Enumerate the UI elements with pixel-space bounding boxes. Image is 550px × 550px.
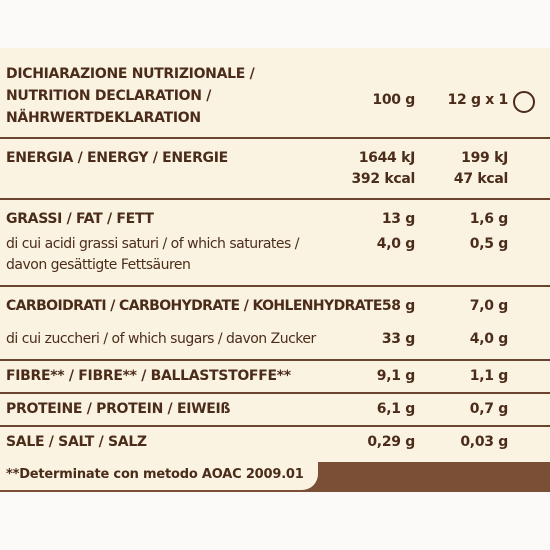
row-fat-label: GRASSI / FAT / FETT: [6, 211, 154, 227]
row-salt-100g: 0,29 g: [367, 434, 415, 450]
row-fat-100g: 13 g: [381, 211, 415, 227]
row-saturates-label-1: di cui acidi grassi saturi / of which sa…: [6, 236, 300, 252]
row-carbohydrate-portion: 7,0 g: [469, 298, 509, 314]
row-energy-portion-kj: 199 kJ: [461, 150, 508, 166]
title-line-2: NUTRITION DECLARATION /: [6, 88, 212, 104]
separator-line: [0, 137, 550, 139]
row-sugars-portion: 4,0 g: [469, 331, 509, 347]
row-saturates-label-2: davon gesättigte Fettsäuren: [6, 257, 191, 273]
row-protein-label: PROTEINE / PROTEIN / EIWEIß: [6, 401, 231, 417]
row-fibre-portion: 1,1 g: [469, 368, 509, 384]
column-header-portion: 12 g x 1: [447, 92, 509, 108]
separator-line: [0, 285, 550, 287]
portion-circle-icon: [513, 91, 535, 113]
separator-line: [0, 359, 550, 361]
row-energy-100g-kj: 1644 kJ: [358, 150, 416, 166]
row-energy-portion-kcal: 47 kcal: [453, 171, 508, 187]
row-protein-portion: 0,7 g: [469, 401, 509, 417]
row-carbohydrate-100g: 58 g: [381, 298, 415, 314]
row-energy-100g-kcal: 392 kcal: [351, 171, 415, 187]
column-header-100g: 100 g: [372, 92, 415, 108]
row-sugars-100g: 33 g: [381, 331, 415, 347]
nutrition-label-panel: [0, 48, 550, 492]
row-energy-label: ENERGIA / ENERGY / ENERGIE: [6, 150, 228, 166]
row-fibre-label: FIBRE** / FIBRE** / BALLASTSTOFFE**: [6, 368, 291, 384]
row-fat-portion: 1,6 g: [469, 211, 509, 227]
title-line-3: NÄHRWERTDEKLARATION: [6, 110, 201, 126]
row-saturates-portion: 0,5 g: [469, 236, 509, 252]
footnote-text: **Determinate con metodo AOAC 2009.01: [6, 467, 304, 482]
row-protein-100g: 6,1 g: [376, 401, 416, 417]
row-fibre-100g: 9,1 g: [376, 368, 416, 384]
row-carbohydrate-label: CARBOIDRATI / CARBOHYDRATE / KOHLENHYDRA…: [6, 298, 382, 314]
separator-line: [0, 392, 550, 394]
row-salt-label: SALE / SALT / SALZ: [6, 434, 147, 450]
row-salt-portion: 0,03 g: [460, 434, 508, 450]
separator-line: [0, 198, 550, 200]
row-saturates-100g: 4,0 g: [376, 236, 416, 252]
title-line-1: DICHIARAZIONE NUTRIZIONALE /: [6, 66, 255, 82]
footnote-box: [0, 462, 318, 490]
row-sugars-label: di cui zuccheri / of which sugars / davo…: [6, 331, 316, 347]
separator-line: [0, 425, 550, 427]
